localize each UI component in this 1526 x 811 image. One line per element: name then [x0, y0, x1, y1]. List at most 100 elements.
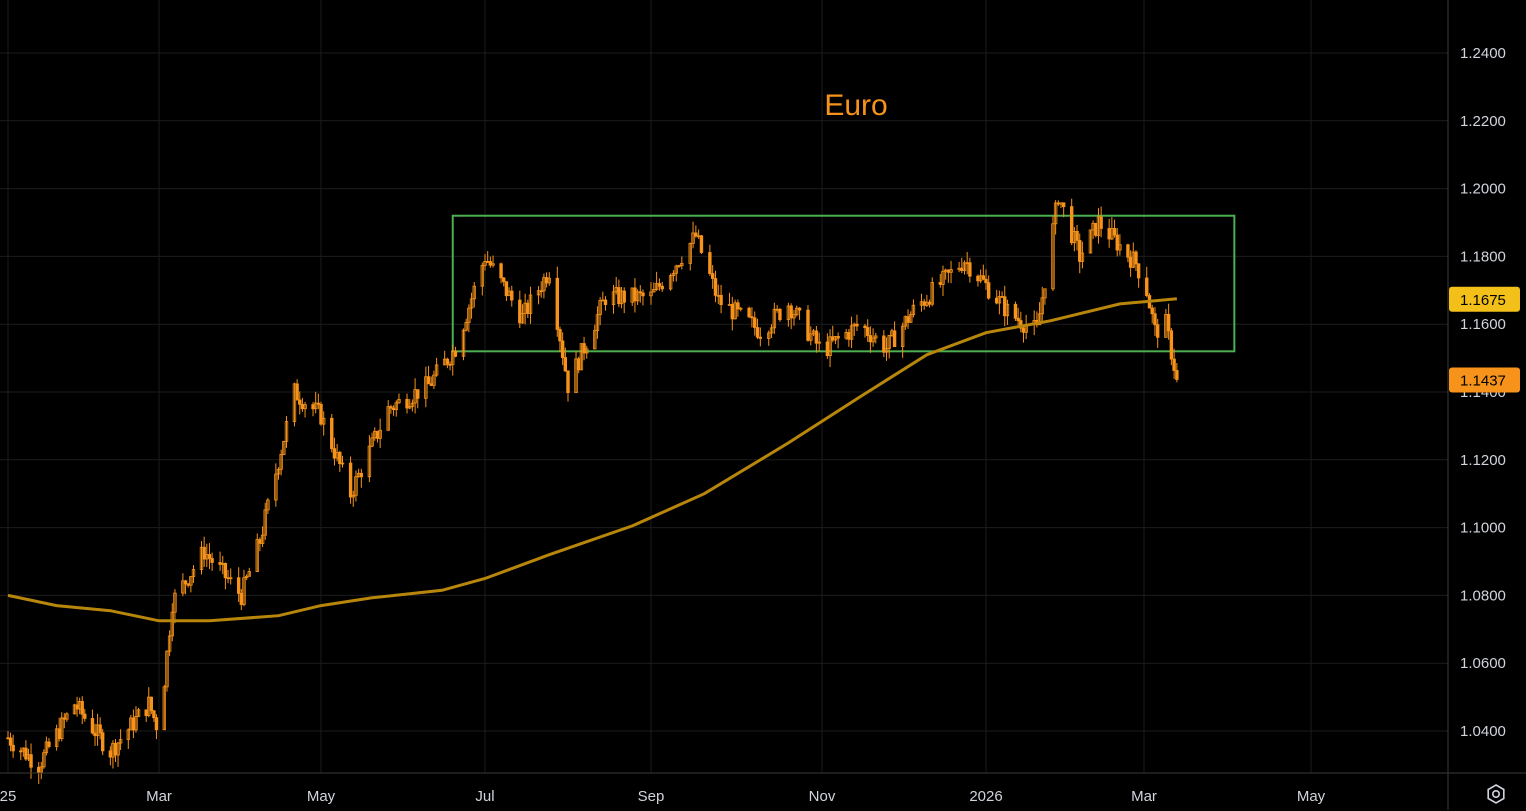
candle-body [1016, 317, 1020, 322]
candle-body [617, 287, 621, 305]
moving-average-line [7, 297, 1178, 623]
candle-body [1099, 216, 1103, 229]
x-tick-label: 25 [0, 788, 16, 805]
x-tick-label: Mar [146, 788, 172, 805]
candle-body [408, 405, 412, 409]
candle-body [416, 389, 420, 399]
candle-body [778, 308, 782, 321]
candle-body [319, 403, 323, 425]
candle-body [680, 262, 684, 266]
candle-body [223, 562, 228, 579]
candle-body [485, 260, 490, 263]
y-tick-label: 1.1800 [1460, 248, 1506, 265]
candle-body [284, 421, 289, 442]
candle-body [566, 370, 570, 394]
candle-body [266, 499, 270, 511]
candle-body [1053, 202, 1058, 225]
candle-body [789, 305, 793, 319]
candle-body [868, 335, 873, 343]
candle-body [80, 701, 84, 715]
settings-button[interactable] [1484, 782, 1508, 806]
candle-body [598, 300, 602, 316]
candle-body [116, 742, 120, 756]
candle-body [149, 696, 154, 712]
candle-body [733, 302, 737, 320]
candle-body [165, 650, 169, 688]
candle-body [574, 358, 578, 394]
candle-body [1000, 296, 1004, 298]
candle-body [831, 336, 835, 341]
candle-body [292, 383, 297, 422]
candle-body [229, 577, 233, 580]
candle-body [47, 741, 51, 747]
candle-body [884, 348, 889, 353]
candle-body [753, 317, 757, 328]
candle-body [338, 451, 342, 465]
candle-body [747, 307, 751, 318]
candle-body [359, 472, 364, 478]
candle-body [638, 291, 642, 294]
candle-body [806, 309, 810, 341]
y-tick-label: 1.1200 [1460, 452, 1506, 469]
candle-body [239, 592, 244, 605]
candle-body [258, 539, 262, 544]
candle-body [671, 272, 676, 277]
candle-body [544, 277, 549, 284]
candle-body [911, 304, 916, 316]
candle-body [370, 437, 374, 447]
candle-body [242, 577, 246, 605]
candle-body [90, 718, 95, 734]
candle-body [348, 462, 353, 498]
candle-body [19, 750, 23, 753]
candle-body [563, 357, 568, 372]
candle-body [730, 304, 734, 320]
candle-body [986, 282, 991, 299]
candle-body [453, 350, 458, 357]
candle-body [900, 325, 905, 348]
x-tick-label: Mar [1131, 788, 1157, 805]
y-tick-label: 1.0600 [1460, 655, 1506, 672]
candle-body [922, 301, 926, 306]
candle-body [652, 289, 656, 293]
candle-body [136, 709, 141, 717]
candle-body [282, 440, 286, 455]
candle-body [941, 270, 945, 285]
candle-body [736, 302, 740, 310]
candle-body [694, 232, 698, 237]
candle-body [691, 232, 695, 244]
candle-body [351, 494, 355, 498]
ma-price-tag: 1.1675 [1460, 292, 1506, 309]
candle-body [1094, 222, 1098, 236]
candle-body [394, 402, 398, 411]
candle-body [1153, 313, 1157, 326]
candle-body [480, 265, 485, 287]
candle-body [367, 445, 372, 478]
candle-body [1037, 313, 1042, 326]
candle-body [218, 562, 222, 565]
candle-body [8, 737, 13, 746]
candle-body [65, 713, 69, 720]
candle-body [276, 468, 281, 475]
candle-body [186, 583, 190, 586]
candle-body [995, 297, 999, 304]
candle-body [167, 635, 172, 652]
candle-body [828, 336, 832, 357]
y-tick-label: 1.2400 [1460, 45, 1506, 62]
candle-body [118, 739, 123, 744]
candle-body [674, 265, 678, 274]
candle-body [510, 290, 514, 301]
candle-body [1175, 370, 1179, 380]
candle-body [633, 287, 637, 302]
y-tick-label: 1.1600 [1460, 316, 1506, 333]
candle-body [871, 337, 875, 343]
candle-body [1136, 263, 1141, 279]
x-tick-label: 2026 [969, 788, 1002, 805]
candle-body [236, 577, 241, 594]
candle-body [1126, 244, 1130, 258]
candle-body [467, 307, 471, 323]
candle-body [134, 716, 138, 731]
candle-body [303, 404, 307, 410]
candle-body [1078, 240, 1082, 262]
y-tick-label: 1.2000 [1460, 181, 1506, 198]
